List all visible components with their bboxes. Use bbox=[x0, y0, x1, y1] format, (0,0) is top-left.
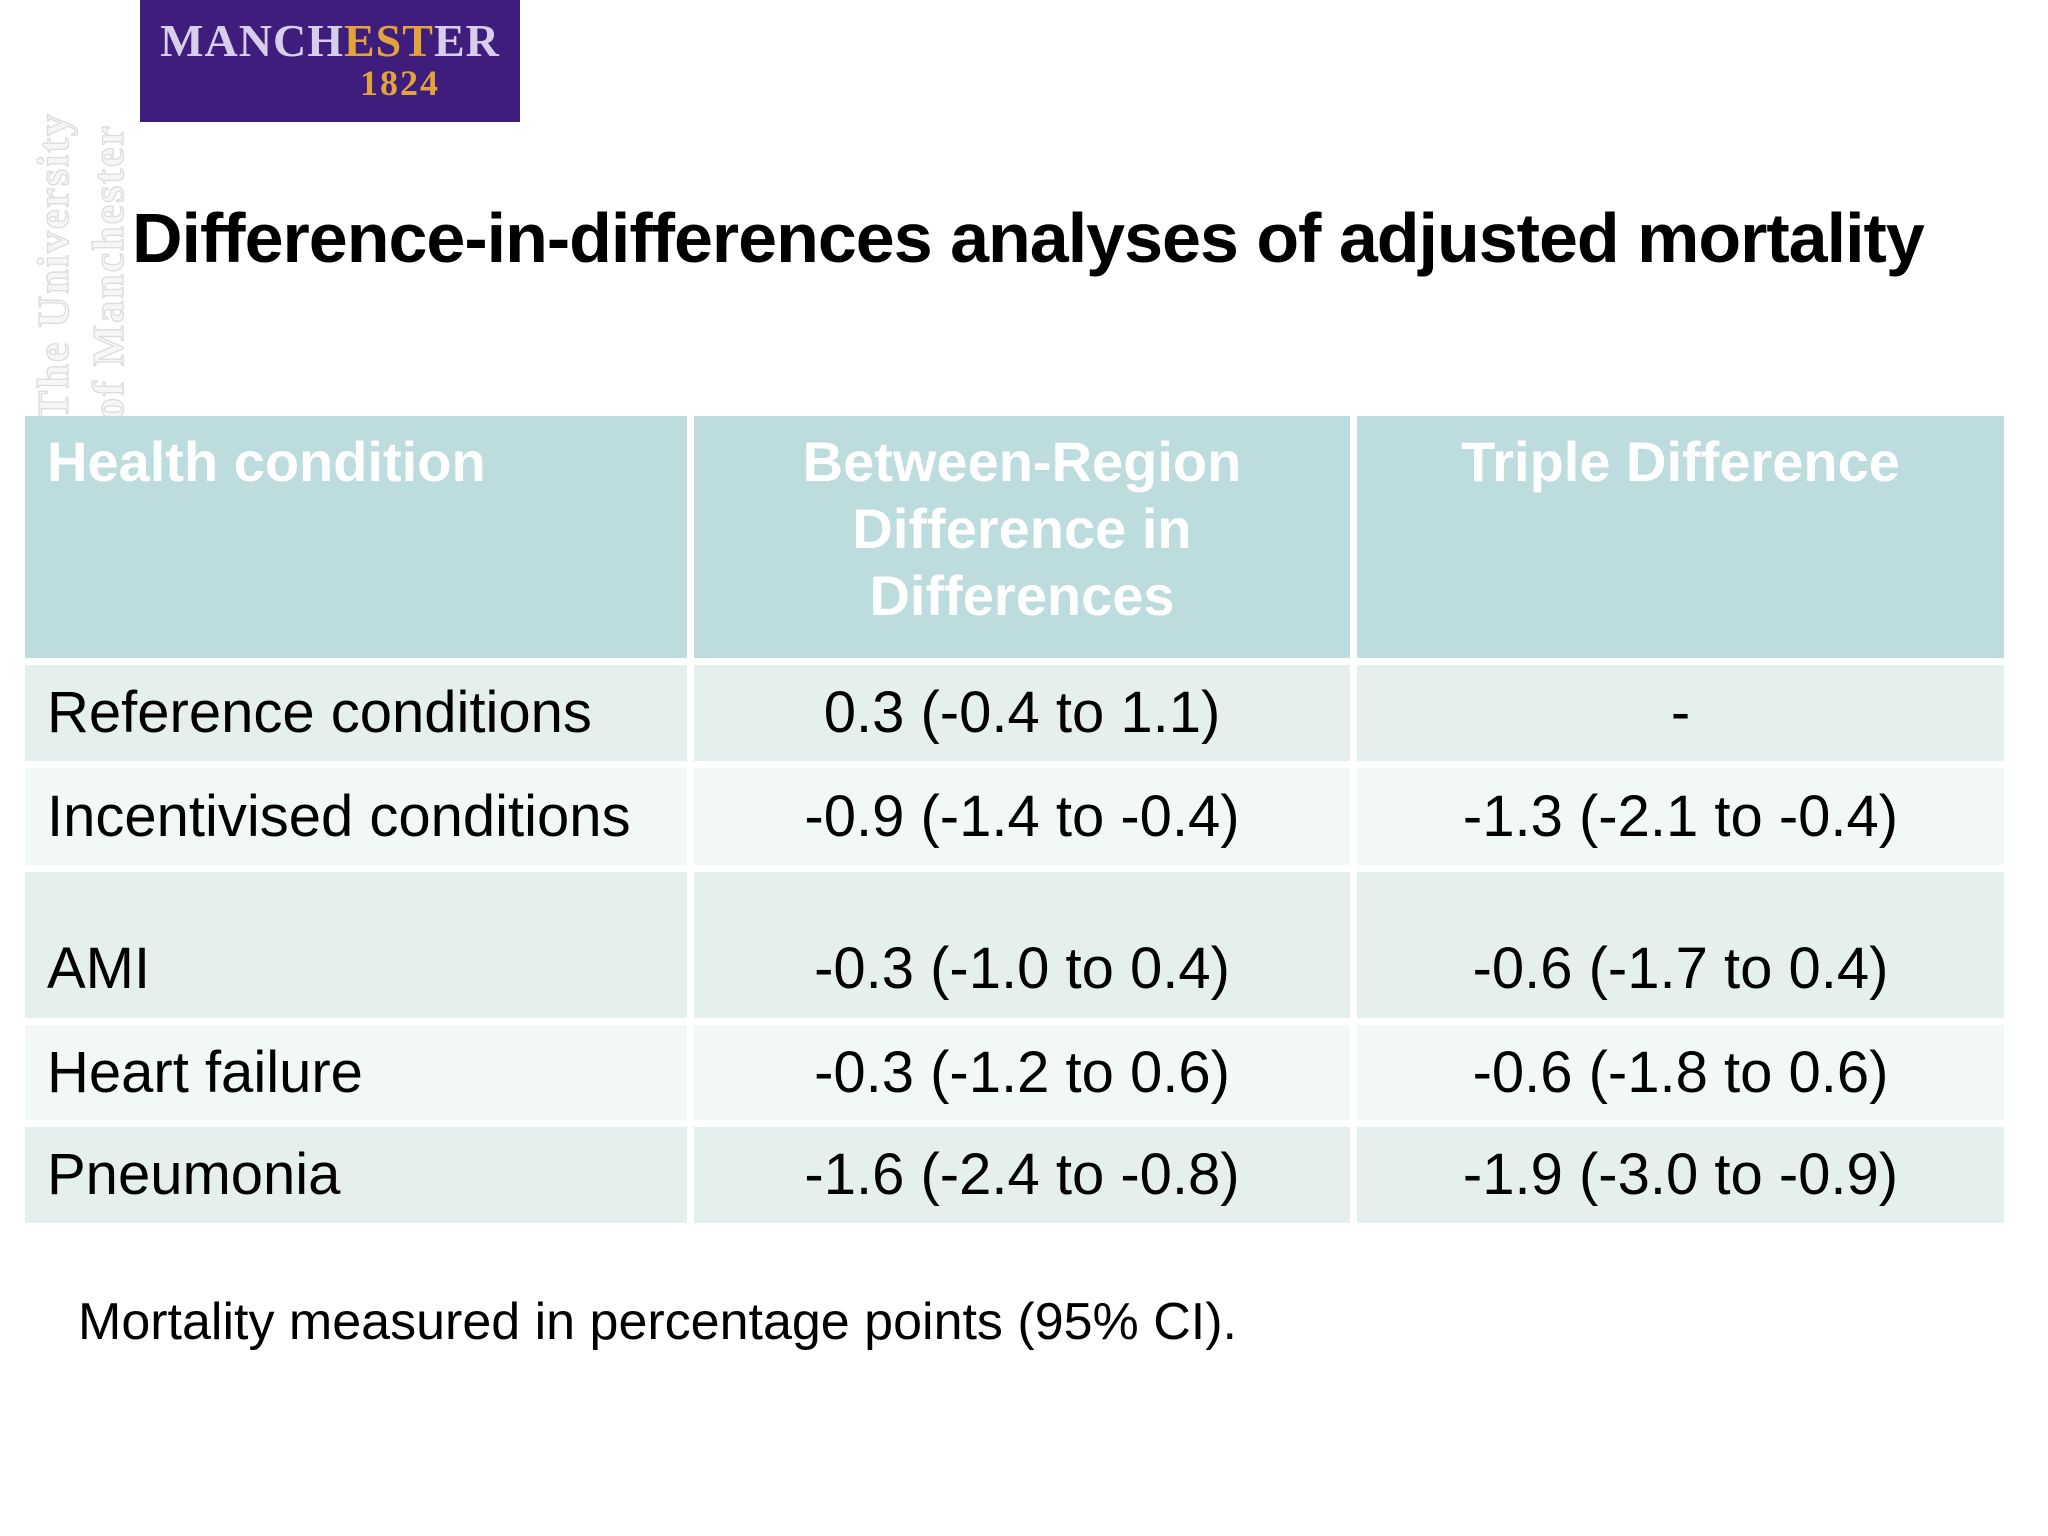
row-pneumonia-did: -1.6 (-2.4 to -0.8) bbox=[694, 1127, 1350, 1223]
slide-title: Difference-in-differences analyses of ad… bbox=[132, 199, 1925, 277]
row-ami-label: AMI bbox=[25, 872, 687, 1018]
row-pneumonia-label: Pneumonia bbox=[25, 1127, 687, 1223]
row-ami-did: -0.3 (-1.0 to 0.4) bbox=[694, 872, 1350, 1018]
logo-year: 1824 bbox=[360, 63, 440, 103]
row-pneumonia-triple: -1.9 (-3.0 to -0.9) bbox=[1357, 1127, 2004, 1223]
watermark-line1: The University bbox=[28, 111, 78, 420]
column-header-between-region-did: Between-Region Difference in Differences bbox=[694, 416, 1350, 658]
row-reference-conditions-triple: - bbox=[1357, 665, 2004, 761]
row-incentivised-conditions-triple: -1.3 (-2.1 to -0.4) bbox=[1357, 768, 2004, 865]
results-table: Health condition Between-Region Differen… bbox=[25, 416, 2004, 1223]
footnote: Mortality measured in percentage points … bbox=[78, 1293, 1237, 1351]
logo-wordmark-part1: MANCH bbox=[160, 15, 344, 66]
row-incentivised-conditions-label: Incentivised conditions bbox=[25, 768, 687, 865]
logo-wordmark-part2: EST bbox=[344, 15, 434, 66]
watermark-line2: of Manchester bbox=[83, 123, 133, 420]
column-header-triple-difference: Triple Difference bbox=[1357, 416, 2004, 658]
university-logo: MANCHESTER 1824 bbox=[140, 0, 520, 122]
logo-wordmark: MANCHESTER bbox=[140, 14, 520, 67]
row-reference-conditions-did: 0.3 (-0.4 to 1.1) bbox=[694, 665, 1350, 761]
logo-wordmark-part3: ER bbox=[433, 15, 500, 66]
column-header-health-condition: Health condition bbox=[25, 416, 687, 658]
row-reference-conditions-label: Reference conditions bbox=[25, 665, 687, 761]
watermark-university-of-manchester: The University of Manchester bbox=[26, 111, 136, 420]
row-incentivised-conditions-did: -0.9 (-1.4 to -0.4) bbox=[694, 768, 1350, 865]
row-heart-failure-label: Heart failure bbox=[25, 1025, 687, 1120]
row-heart-failure-did: -0.3 (-1.2 to 0.6) bbox=[694, 1025, 1350, 1120]
row-heart-failure-triple: -0.6 (-1.8 to 0.6) bbox=[1357, 1025, 2004, 1120]
row-ami-triple: -0.6 (-1.7 to 0.4) bbox=[1357, 872, 2004, 1018]
